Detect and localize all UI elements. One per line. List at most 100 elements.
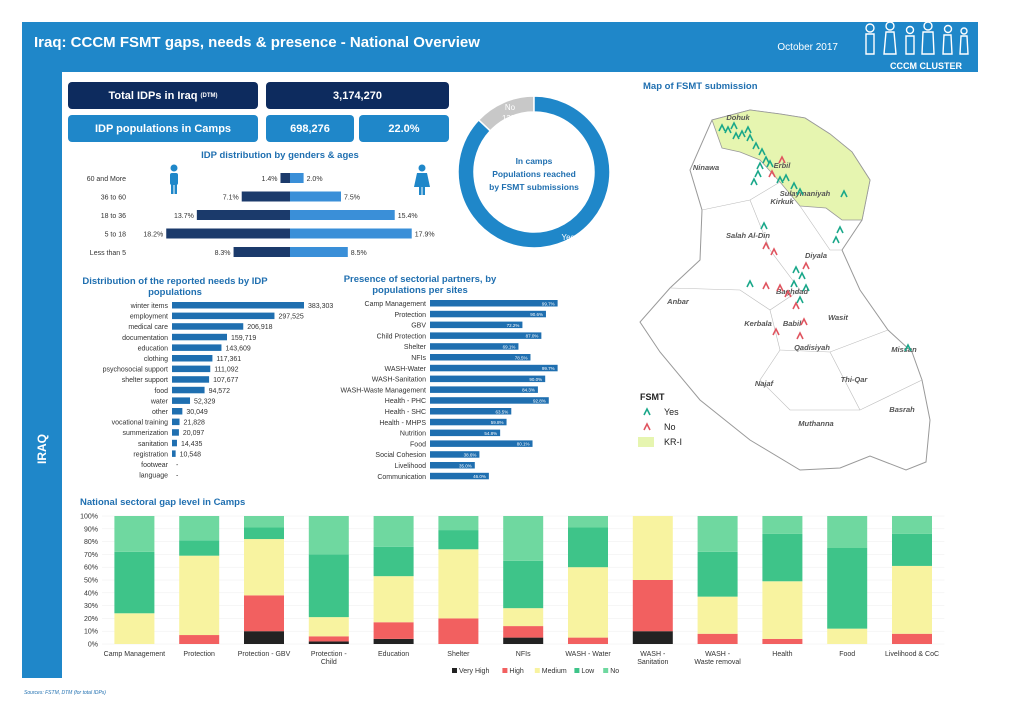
female-bar — [290, 228, 412, 239]
female-value-label: 15.4% — [398, 213, 418, 220]
fsmt-yes-marker — [732, 131, 740, 140]
gap-bar-medium — [503, 608, 544, 627]
gap-bar-high — [373, 622, 414, 639]
map-region-label: Qadisiyah — [794, 343, 830, 352]
partner-bar — [430, 472, 489, 480]
need-bar — [172, 312, 275, 320]
fsmt-no-marker — [784, 289, 792, 298]
y-tick-label: 40% — [84, 590, 98, 597]
total-idps-label: Total IDPs in Iraq — [108, 89, 198, 102]
fsmt-yes-marker — [746, 279, 754, 288]
partner-value-label: 35.0% — [459, 463, 472, 468]
fsmt-yes-marker — [792, 265, 800, 274]
category-label: Protection - GBV — [238, 651, 291, 658]
need-label: food — [154, 388, 168, 395]
gap-bar-low — [373, 546, 414, 577]
need-label: psychosocial support — [103, 367, 168, 374]
partner-label: Child Protection — [377, 333, 427, 340]
need-bar — [172, 376, 210, 383]
gap-bar-high — [308, 636, 349, 642]
need-value-label: - — [176, 473, 179, 480]
need-bar — [172, 429, 179, 436]
gap-bar-medium — [244, 539, 284, 596]
need-bar — [172, 450, 176, 457]
fsmt-no-marker — [772, 327, 780, 336]
age-group-label: Less than 5 — [90, 250, 126, 257]
gap-bar-low — [827, 548, 868, 629]
fsmt-yes-marker — [832, 235, 840, 244]
partner-value-label: 99.7% — [542, 301, 555, 306]
partner-bar — [430, 300, 558, 307]
gap-bar-medium — [373, 576, 414, 623]
gap-bar-medium — [308, 617, 349, 637]
map-region-label: Basrah — [889, 405, 915, 414]
need-value-label: 30,049 — [186, 409, 208, 416]
country-label: IRAQ — [35, 434, 49, 464]
gap-bar-medium — [114, 613, 155, 644]
fsmt-yes-marker — [790, 181, 798, 190]
gap-legend-label: No — [610, 668, 619, 675]
partner-label: WASH-Sanitation — [372, 377, 426, 384]
map-region-label: Thi-Qar — [841, 375, 869, 384]
donut-yes-value: 87% — [560, 244, 576, 253]
female-value-label: 7.5% — [344, 195, 360, 202]
gap-legend-swatch — [603, 668, 609, 673]
fsmt-no-marker — [768, 169, 776, 178]
need-label: sanitation — [138, 441, 168, 448]
cluster-label: CCCM CLUSTER — [890, 61, 962, 71]
donut-title-line-2: Populations reached — [492, 169, 576, 179]
header-bar: Iraq: CCCM FSMT gaps, needs & presence -… — [22, 21, 978, 72]
category-label: Livelihood & CoC — [885, 651, 939, 658]
gap-bar-medium — [762, 581, 803, 639]
need-bar — [172, 365, 211, 373]
gap-bar-low — [697, 551, 738, 597]
gap-legend-swatch — [534, 668, 540, 673]
gap-bar-no — [568, 516, 608, 528]
category-label: Sanitation — [637, 659, 668, 666]
page-title: Iraq: CCCM FSMT gaps, needs & presence -… — [34, 34, 480, 51]
partner-bar — [430, 386, 538, 393]
y-tick-label: 100% — [80, 514, 98, 521]
camps-label: IDP populations in Camps — [94, 122, 232, 135]
need-bar — [172, 418, 180, 426]
need-bar — [172, 397, 191, 404]
fsmt-yes-marker — [746, 133, 754, 142]
map-region-label: Kerbala — [744, 319, 772, 328]
gap-bar-high — [568, 637, 608, 644]
male-bar — [241, 191, 290, 202]
gap-legend-label: High — [509, 668, 524, 675]
need-value-label: 107,677 — [213, 377, 238, 384]
gap-bar-low — [179, 540, 220, 556]
need-bar — [172, 302, 304, 309]
gap-bar-low — [308, 554, 349, 618]
need-value-label: 10,548 — [180, 451, 202, 458]
gap-legend-swatch — [452, 668, 457, 673]
camps-value: 698,276 — [290, 122, 330, 135]
category-label: Protection - — [311, 651, 347, 658]
y-tick-label: 80% — [84, 539, 98, 546]
age-group-label: 60 and More — [87, 176, 126, 183]
category-label: Shelter — [447, 651, 470, 658]
need-label: footwear — [141, 462, 169, 469]
partner-bar — [430, 310, 546, 318]
partner-bar — [430, 418, 507, 426]
partner-bar — [430, 451, 480, 458]
partner-label: WASH-Waste Management — [341, 387, 427, 394]
gap-bar-no — [179, 516, 220, 541]
male-icon — [170, 164, 178, 194]
total-idps-value: 3,174,270 — [333, 89, 382, 102]
partner-bar — [430, 354, 531, 361]
presence-chart: Camp Management 99.7% Protection 90.6% GBV 72… — [341, 300, 558, 481]
total-idps-source: (DTM) — [200, 92, 218, 99]
gap-bar-high — [179, 635, 220, 644]
fsmt-yes-marker — [776, 175, 784, 184]
map-legend-title: FSMT — [640, 392, 665, 402]
need-value-label: - — [176, 462, 179, 469]
gender-age-chart: 60 and More 1.4% 2.0% 36 to 60 7.1% 7.5% 18 to… — [87, 164, 435, 257]
need-value-label: 94,572 — [209, 388, 231, 395]
legend-label: KR-I — [664, 437, 682, 447]
male-value-label: 8.3% — [215, 250, 231, 257]
category-label: WASH - — [705, 651, 731, 658]
fsmt-yes-marker — [904, 343, 912, 352]
partner-label: Health - SHC — [385, 409, 426, 416]
